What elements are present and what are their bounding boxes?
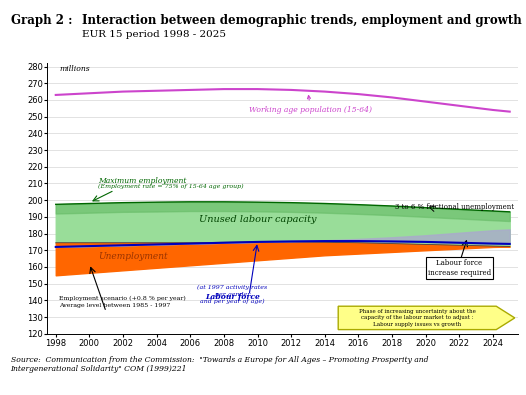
Text: Employment scenario (+0.8 % per year)
Average level between 1985 - 1997: Employment scenario (+0.8 % per year) Av…: [59, 296, 186, 308]
Text: (at 1997 activity rates
per gender
and per year of age): (at 1997 activity rates per gender and p…: [197, 285, 267, 304]
Text: Source:  Communication from the Commission:  "Towards a Europe for All Ages – Pr: Source: Communication from the Commissio…: [11, 356, 428, 373]
Text: (Employment rate = 75% of 15-64 age group): (Employment rate = 75% of 15-64 age grou…: [98, 184, 244, 190]
Text: Maximum employment: Maximum employment: [98, 177, 186, 186]
Polygon shape: [338, 306, 515, 329]
Text: Labour force: Labour force: [205, 293, 260, 301]
Text: Graph 2 :: Graph 2 :: [11, 14, 72, 27]
Text: 3 to 6 % frictional unemployment: 3 to 6 % frictional unemployment: [396, 203, 514, 211]
Text: Labour force
increase required: Labour force increase required: [428, 259, 491, 277]
Text: Unused labour capacity: Unused labour capacity: [199, 215, 316, 224]
Text: EUR 15 period 1998 - 2025: EUR 15 period 1998 - 2025: [82, 30, 226, 39]
Text: Interaction between demographic trends, employment and growth: Interaction between demographic trends, …: [82, 14, 521, 27]
Text: Working age population (15-64): Working age population (15-64): [249, 96, 372, 114]
Text: Phase of increasing uncertainty about the
capacity of the labour market to adjus: Phase of increasing uncertainty about th…: [359, 309, 476, 327]
Text: Unemployment: Unemployment: [98, 252, 167, 261]
Text: millions: millions: [59, 65, 90, 73]
